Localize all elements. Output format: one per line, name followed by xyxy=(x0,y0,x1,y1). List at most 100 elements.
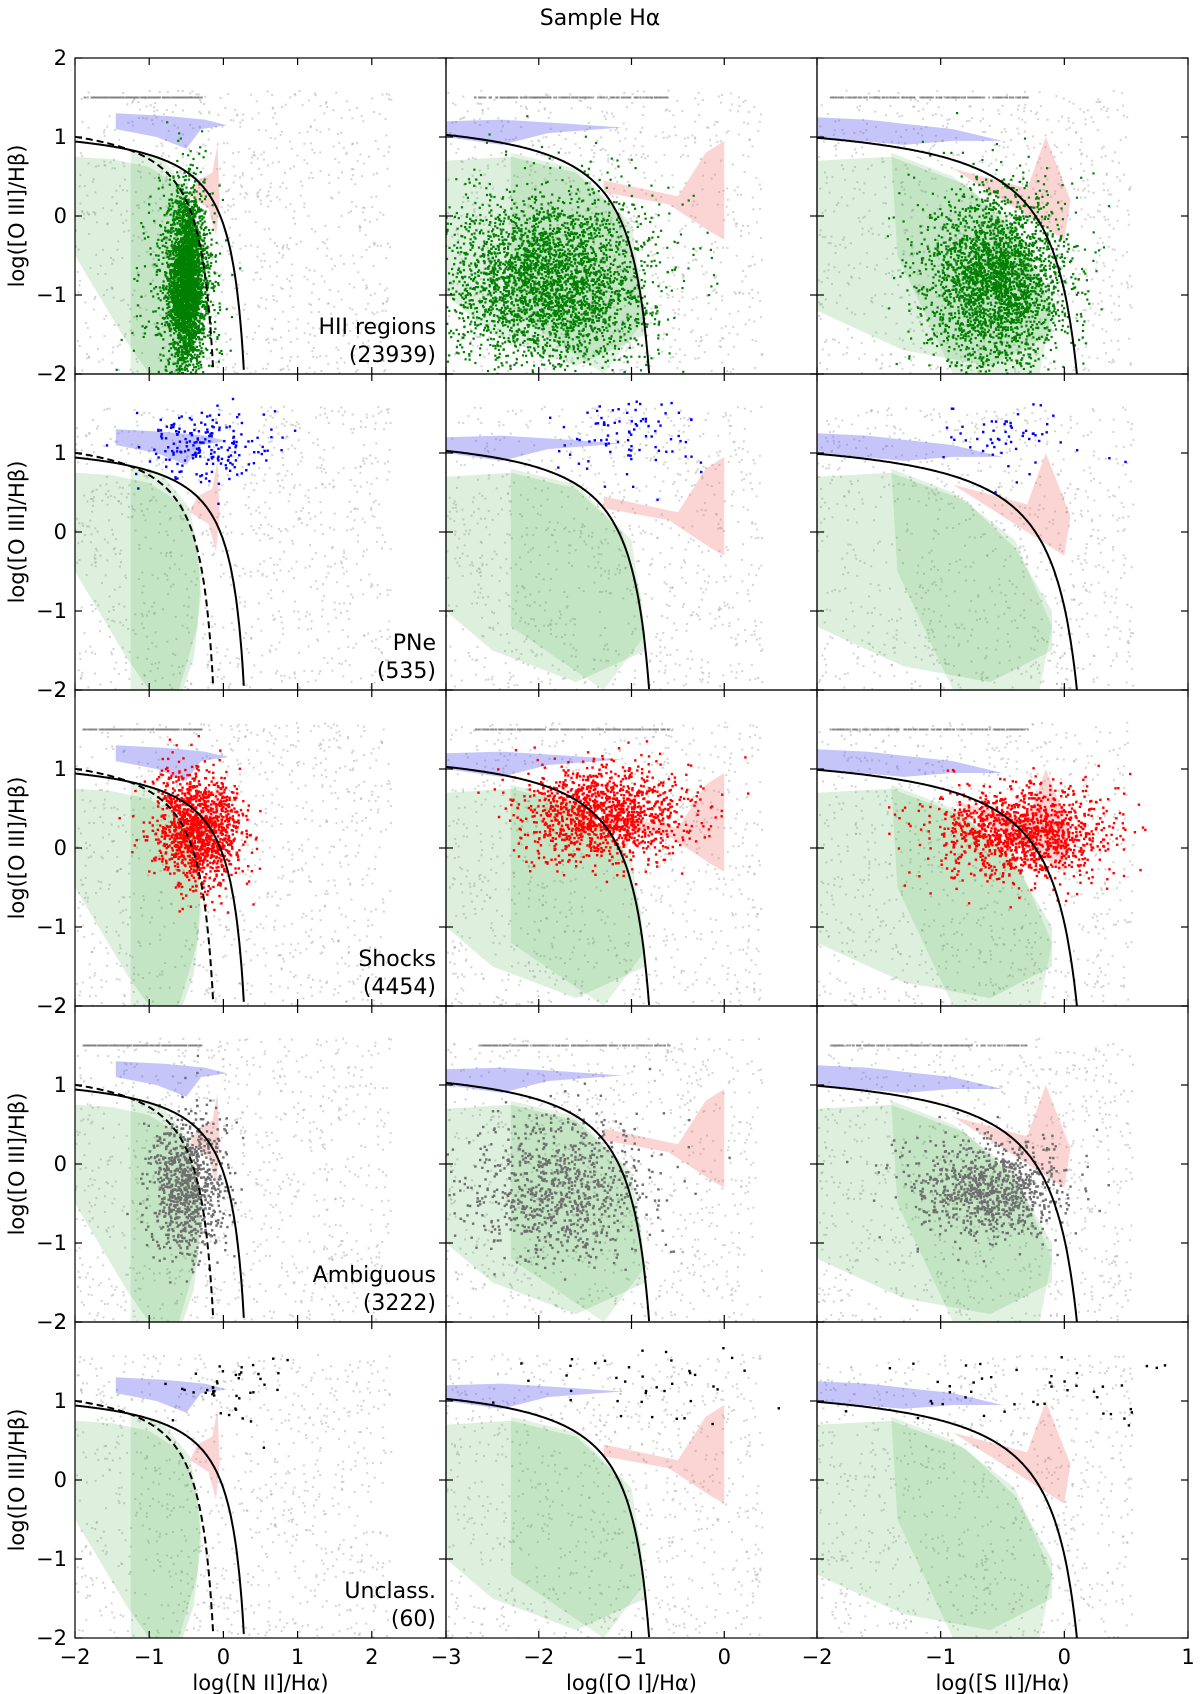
background-point xyxy=(749,264,752,267)
background-point xyxy=(593,243,596,246)
class-point xyxy=(198,344,201,347)
class-point xyxy=(182,327,186,330)
background-point xyxy=(498,260,501,263)
background-point xyxy=(607,98,610,101)
background-point xyxy=(212,301,215,304)
class-point xyxy=(161,186,164,189)
background-point xyxy=(742,224,744,227)
class-point xyxy=(191,368,194,372)
background-point xyxy=(458,136,461,139)
background-point xyxy=(733,291,736,294)
background-point xyxy=(284,103,287,106)
background-point xyxy=(147,197,150,200)
background-point xyxy=(473,208,476,211)
class-point xyxy=(187,198,190,201)
background-point xyxy=(79,152,82,155)
background-point xyxy=(220,205,223,208)
class-point xyxy=(172,213,175,216)
class-point xyxy=(178,219,181,222)
class-point xyxy=(177,304,180,308)
class-point xyxy=(173,287,176,290)
background-point xyxy=(593,219,596,222)
background-point xyxy=(469,328,472,331)
background-point xyxy=(747,155,750,158)
class-point xyxy=(194,205,197,208)
background-point xyxy=(535,279,538,282)
class-point xyxy=(204,233,207,236)
background-point xyxy=(267,341,270,344)
class-point xyxy=(174,281,177,284)
class-point xyxy=(182,330,185,333)
class-point xyxy=(188,269,191,272)
class-point xyxy=(165,288,168,291)
class-point xyxy=(176,159,179,163)
background-point xyxy=(737,133,740,136)
background-point xyxy=(198,125,201,128)
background-point xyxy=(691,220,694,223)
background-point xyxy=(526,342,529,345)
background-point xyxy=(222,358,225,361)
background-point xyxy=(717,95,720,98)
background-point xyxy=(303,332,306,335)
background-point xyxy=(93,308,95,311)
class-point xyxy=(154,285,158,289)
class-point xyxy=(187,256,190,259)
background-point xyxy=(328,182,331,184)
background-point xyxy=(503,158,506,161)
class-point xyxy=(176,306,179,309)
class-point xyxy=(180,317,183,320)
background-point xyxy=(126,189,129,192)
class-point xyxy=(164,368,167,371)
class-point xyxy=(204,266,207,269)
class-point xyxy=(188,279,191,282)
class-point xyxy=(182,309,185,312)
background-point xyxy=(560,333,563,336)
background-point xyxy=(232,165,235,168)
class-point xyxy=(115,368,118,371)
class-point xyxy=(186,296,189,299)
background-point xyxy=(570,360,573,363)
class-point xyxy=(182,214,185,218)
class-point xyxy=(137,304,140,307)
class-point xyxy=(190,349,193,352)
background-point xyxy=(567,269,570,272)
background-point xyxy=(274,318,277,321)
background-point xyxy=(109,161,112,164)
class-point xyxy=(214,255,217,258)
background-point xyxy=(352,322,355,325)
class-point xyxy=(177,270,180,273)
background-point xyxy=(683,137,686,140)
background-point xyxy=(744,99,747,102)
class-point xyxy=(166,252,169,255)
background-point xyxy=(381,93,384,96)
class-point xyxy=(197,287,200,291)
class-point xyxy=(170,223,173,227)
background-point xyxy=(141,161,144,163)
background-point xyxy=(627,157,630,160)
class-point xyxy=(180,348,184,351)
class-point xyxy=(178,209,181,212)
background-point xyxy=(584,308,587,311)
background-point xyxy=(753,320,756,323)
background-point xyxy=(538,140,541,143)
class-point xyxy=(193,318,196,321)
background-point xyxy=(636,361,639,364)
background-point xyxy=(716,140,719,143)
class-point xyxy=(199,262,202,265)
background-point xyxy=(161,120,164,123)
class-point xyxy=(194,180,197,183)
background-point xyxy=(697,91,700,94)
background-point xyxy=(537,139,540,142)
background-point xyxy=(87,162,90,165)
background-point xyxy=(309,126,312,129)
class-point xyxy=(155,273,158,276)
background-point xyxy=(493,98,496,101)
background-point xyxy=(530,164,533,167)
class-point xyxy=(173,332,176,335)
class-point xyxy=(168,204,171,207)
background-point xyxy=(663,332,665,335)
background-point xyxy=(568,176,571,179)
background-point xyxy=(726,187,729,190)
class-point xyxy=(169,296,172,299)
band-point xyxy=(174,96,177,99)
